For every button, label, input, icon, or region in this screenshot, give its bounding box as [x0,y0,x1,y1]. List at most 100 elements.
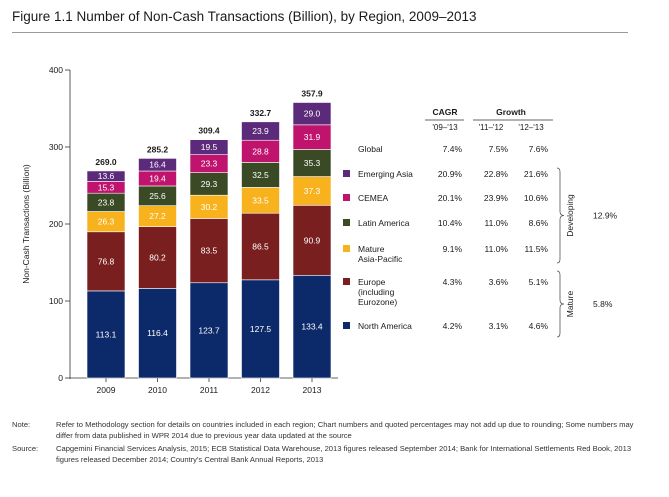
bar-value-label: 29.3 [201,179,218,189]
x-tick-label: 2010 [148,385,167,395]
legend-label: CEMEA [358,193,389,203]
bar-value-label: 13.6 [98,171,115,181]
legend-label: Mature [358,244,385,254]
table-cagr-value: 4.2% [443,321,463,331]
bar-value-label: 23.8 [98,197,115,207]
table-growth-value: 11.0% [485,218,509,228]
y-tick-label: 0 [58,373,63,383]
legend-label: North America [358,321,412,331]
bar-segment [292,274,332,379]
bar-value-label: 19.4 [149,173,166,183]
table-growth-value: 8.6% [529,218,549,228]
bar-segment [292,102,332,126]
bar-segment [241,279,280,379]
legend-swatch [343,194,350,201]
x-tick-label: 2009 [97,385,116,395]
table-cagr-value: 20.1% [438,193,463,203]
legend-label: (including [358,287,395,297]
bar-value-label: 16.4 [149,160,166,170]
bar-segment [292,176,332,206]
legend-label: Emerging Asia [358,169,413,179]
table-growth-value: 23.9% [484,193,509,203]
stacked-bar-chart: 0 100 200 300 400 Non-Cash Transactions (Bill… [21,65,618,395]
group-bracket [556,167,565,264]
bar-total-label: 357.9 [301,88,323,98]
table-cagr-value: 4.3% [443,277,463,287]
legend-label: Europe [358,277,386,287]
group-label: Mature [565,291,575,318]
bar-value-label: 27.2 [149,211,166,221]
group-bracket [556,270,565,338]
bar-value-label: 90.9 [304,235,321,245]
table-cagr-value: 20.9% [438,169,463,179]
group-cagr-value: 12.9% [593,211,618,221]
bar-value-label: 15.3 [98,182,115,192]
bar-value-label: 28.8 [252,146,269,156]
legend-swatch [343,278,350,285]
bar-value-label: 127.5 [250,324,272,334]
bar-segment [292,204,332,276]
table-cagr-value: 10.4% [438,218,463,228]
table-subheader: '12–'13 [518,123,544,132]
legend-swatch [343,245,350,252]
table-header-growth: Growth [496,107,526,117]
bar-total-label: 332.7 [250,108,272,118]
group-label: Developing [565,194,575,237]
table-growth-value: 11.5% [525,244,549,254]
bar-segment [241,162,280,188]
table-cagr-value: 7.4% [443,144,463,154]
table-header-cagr: CAGR [432,107,457,117]
bar-segment [138,226,177,289]
bar-value-label: 25.6 [149,191,166,201]
bar-value-label: 35.3 [304,158,321,168]
bar-segment [241,187,280,214]
table-cagr-value: 9.1% [443,244,463,254]
bar-segment [86,170,126,182]
bar-value-label: 76.8 [98,256,115,266]
source-text: Capgemini Financial Services Analysis, 2… [56,444,632,464]
y-tick-label: 200 [49,219,63,229]
table-growth-value: 3.6% [489,277,509,287]
bar-value-label: 113.1 [96,329,117,339]
bar-value-label: 80.2 [149,252,166,262]
note-label: Note: [12,420,31,429]
bar-segment [138,158,177,172]
table-growth-value: 7.6% [529,144,549,154]
bar-total-label: 285.2 [147,144,169,154]
bar-segment [189,139,229,155]
bar-segment [241,121,280,141]
table-growth-value: 11.0% [485,244,509,254]
bar-segment [292,124,332,150]
table-subheader: '11–'12 [479,123,504,132]
legend-label: Global [358,144,383,154]
bar-value-label: 30.2 [201,202,218,212]
legend-label: Eurozone) [358,297,397,307]
title-divider [12,32,628,33]
bar-segment [189,218,229,284]
bar-value-label: 33.5 [252,195,269,205]
x-tick-label: 2011 [200,385,219,395]
bar-value-label: 29.0 [304,109,321,119]
legend-label: Latin America [358,218,410,228]
bar-segment [86,231,126,292]
table-growth-value: 7.5% [489,144,509,154]
table-growth-value: 21.6% [524,169,549,179]
legend-label: Asia-Pacific [358,254,403,264]
figure-title: Figure 1.1 Number of Non-Cash Transactio… [12,9,477,24]
bar-value-label: 32.5 [252,170,269,180]
bar-value-label: 123.7 [198,325,220,335]
bar-value-label: 86.5 [252,242,269,252]
note-text: Refer to Methodology section for details… [56,420,634,440]
y-axis-title: Non-Cash Transactions (Billion) [21,164,31,284]
bar-value-label: 23.3 [201,159,218,169]
bar-value-label: 31.9 [304,132,321,142]
bar-value-label: 23.9 [252,126,269,136]
bar-value-label: 26.3 [98,217,115,227]
source-label: Source: [12,444,39,453]
legend-swatch [343,219,350,226]
bar-total-label: 309.4 [198,126,220,136]
bar-value-label: 116.4 [147,328,168,338]
table-growth-value: 4.6% [529,321,549,331]
y-tick-label: 300 [49,142,63,152]
table-growth-value: 10.6% [524,193,549,203]
